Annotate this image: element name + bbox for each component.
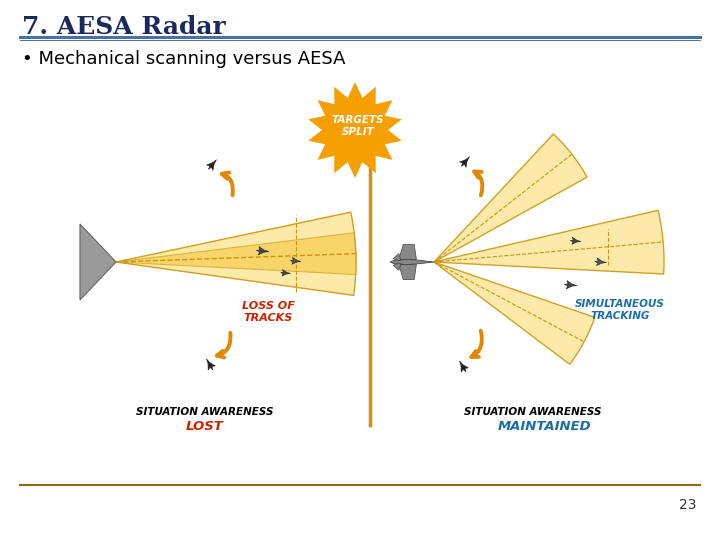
Polygon shape (390, 259, 434, 265)
Polygon shape (564, 280, 577, 289)
Polygon shape (80, 224, 116, 300)
Polygon shape (393, 254, 401, 260)
Polygon shape (459, 361, 469, 372)
Polygon shape (393, 264, 401, 271)
Polygon shape (116, 233, 356, 274)
Text: 23: 23 (680, 498, 697, 512)
Text: SIMULTANEOUS
TRACKING: SIMULTANEOUS TRACKING (575, 299, 665, 321)
Text: SITUATION AWARENESS: SITUATION AWARENESS (136, 407, 274, 417)
Text: LOST: LOST (186, 420, 224, 433)
Polygon shape (207, 359, 215, 370)
Polygon shape (308, 82, 402, 178)
Polygon shape (256, 247, 269, 255)
Text: 7. AESA Radar: 7. AESA Radar (22, 15, 225, 39)
Text: TARGETS
SPLIT: TARGETS SPLIT (332, 115, 384, 137)
Polygon shape (595, 258, 606, 266)
Polygon shape (116, 212, 356, 295)
Text: LOSS OF
TRACKS: LOSS OF TRACKS (242, 301, 294, 323)
Text: MAINTAINED: MAINTAINED (498, 420, 592, 433)
Polygon shape (207, 160, 217, 171)
Polygon shape (290, 257, 301, 264)
Text: • Mechanical scanning versus AESA: • Mechanical scanning versus AESA (22, 50, 346, 68)
Polygon shape (459, 157, 469, 167)
Polygon shape (399, 245, 416, 260)
Polygon shape (434, 134, 587, 262)
Text: SITUATION AWARENESS: SITUATION AWARENESS (464, 407, 602, 417)
Polygon shape (434, 262, 595, 364)
Polygon shape (570, 237, 581, 244)
Polygon shape (434, 210, 664, 274)
Polygon shape (281, 269, 290, 276)
Polygon shape (399, 264, 416, 280)
